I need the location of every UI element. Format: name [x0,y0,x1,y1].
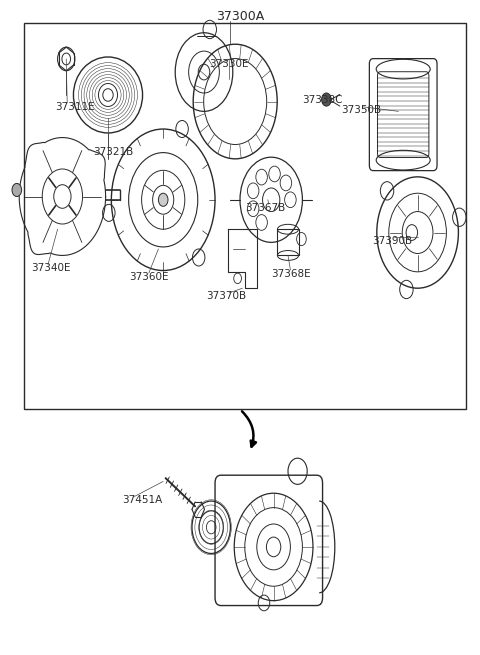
Text: 37311E: 37311E [55,102,95,111]
Text: 37370B: 37370B [206,291,247,301]
Text: 37368E: 37368E [271,269,311,278]
Text: 37451A: 37451A [122,495,163,504]
Text: 37321B: 37321B [94,147,134,157]
Text: 37338C: 37338C [302,95,343,105]
Circle shape [158,193,168,206]
Text: 37390B: 37390B [372,236,412,246]
Text: 37330E: 37330E [209,59,248,69]
Text: 37300A: 37300A [216,10,264,23]
Circle shape [322,93,331,106]
Bar [24,23,466,409]
Text: 37367B: 37367B [245,203,285,213]
Bar [277,229,299,255]
Text: 37340E: 37340E [31,263,71,273]
Text: 37360E: 37360E [130,272,169,282]
Text: 37350B: 37350B [341,105,381,115]
Circle shape [12,183,22,196]
